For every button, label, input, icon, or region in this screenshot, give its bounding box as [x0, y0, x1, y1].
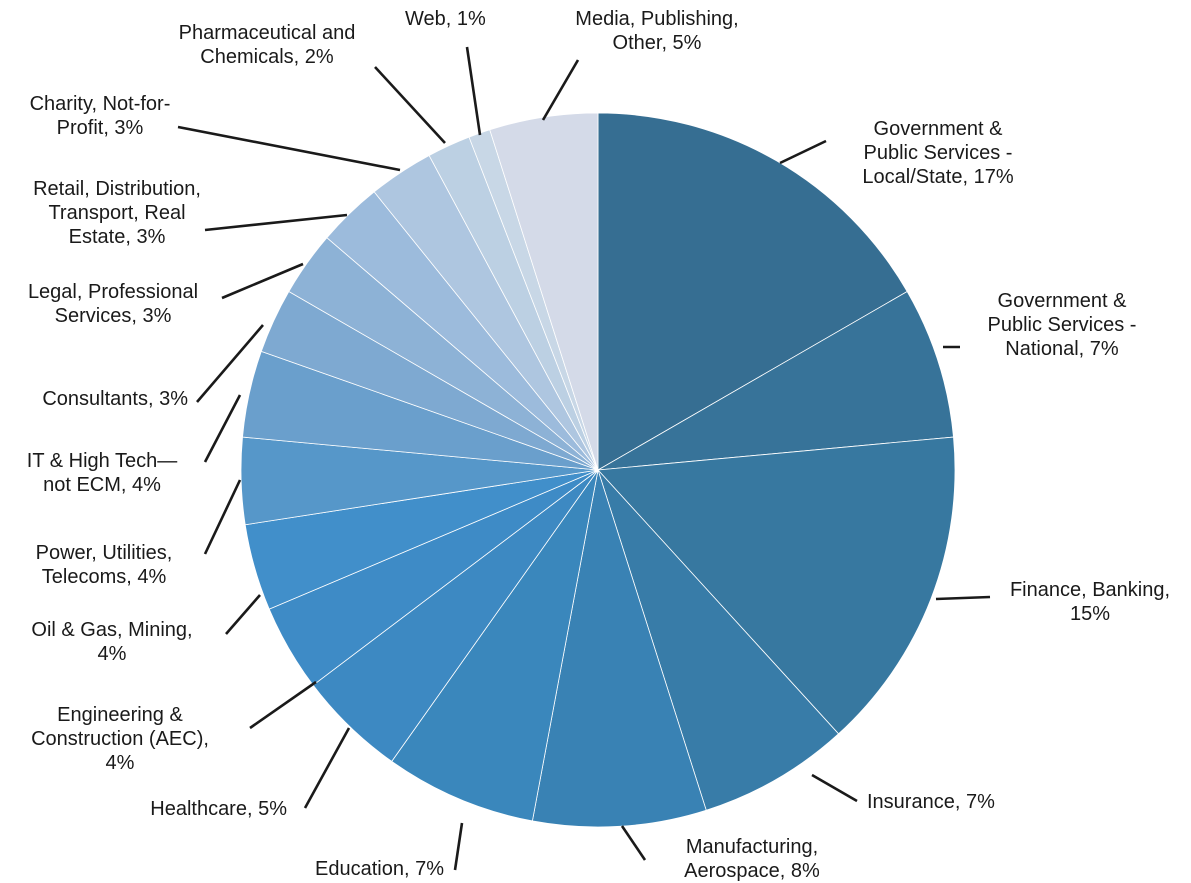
leader-line-15 [374, 66, 446, 144]
leader-line-13 [204, 213, 348, 232]
leader-line-8 [225, 594, 261, 635]
slice-label-legal-professional: Legal, Professional Services, 3% [27, 281, 199, 327]
leader-line-5 [453, 822, 464, 871]
pie-slice-4 [531, 469, 707, 828]
leader-line-6 [303, 727, 351, 809]
pie-slices [240, 112, 956, 828]
slice-label-it-high-tech: IT & High Tech— not ECM, 4% [26, 450, 178, 496]
pie-slice-1 [597, 290, 954, 471]
leader-line-12 [221, 262, 304, 300]
pie-slice-5 [391, 469, 599, 822]
leader-line-4 [620, 825, 647, 861]
leader-line-17 [541, 59, 580, 121]
leader-line-3 [811, 773, 858, 803]
slice-label-engineering-construction: Engineering & Construction (AEC), 4% [31, 704, 209, 774]
leader-line-9 [203, 479, 242, 555]
slice-label-media-publishing-other: Media, Publishing, Other, 5% [575, 8, 739, 54]
leader-line-0 [779, 139, 827, 165]
slice-label-consultants: Consultants, 3% [42, 388, 188, 410]
leader-line-7 [249, 680, 317, 730]
slice-label-web: Web, 1% [405, 8, 486, 30]
slice-label-healthcare: Healthcare, 5% [150, 798, 287, 820]
slice-label-finance-banking: Finance, Banking, 15% [1009, 579, 1171, 625]
slice-label-government-local-state: Government & Public Services - Local/Sta… [862, 118, 1014, 188]
leader-line-14 [177, 125, 401, 172]
pie-slice-3 [597, 469, 840, 811]
leader-line-11 [196, 324, 264, 403]
slice-label-retail-distribution: Retail, Distribution, Transport, Real Es… [33, 178, 201, 248]
leader-line-16 [465, 46, 482, 136]
slice-label-charity-not-for-profit: Charity, Not-for- Profit, 3% [29, 93, 171, 139]
leader-line-10 [203, 394, 242, 463]
slice-label-insurance: Insurance, 7% [867, 791, 995, 813]
slice-label-government-national: Government & Public Services - National,… [987, 290, 1137, 360]
slice-label-manufacturing-aerospace: Manufacturing, Aerospace, 8% [684, 836, 820, 882]
pie-slice-2 [597, 436, 956, 735]
leader-lines [177, 46, 991, 871]
slice-label-pharmaceutical-chemicals: Pharmaceutical and Chemicals, 2% [178, 22, 356, 68]
slice-label-education: Education, 7% [315, 858, 444, 880]
slice-label-power-utilities-telecoms: Power, Utilities, Telecoms, 4% [35, 542, 173, 588]
leader-line-2 [935, 595, 991, 601]
pie-slice-0 [597, 112, 908, 471]
slice-label-oil-gas-mining: Oil & Gas, Mining, 4% [31, 619, 193, 665]
